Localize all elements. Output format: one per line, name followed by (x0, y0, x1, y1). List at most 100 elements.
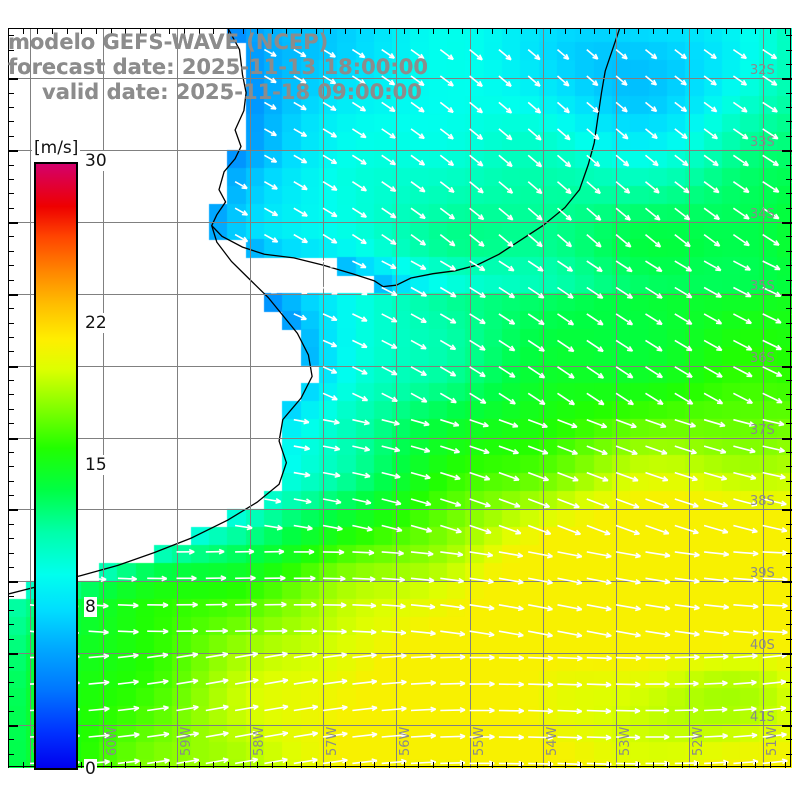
tick-left (8, 322, 14, 324)
wind-arrow (674, 207, 691, 221)
wind-arrow (762, 705, 787, 712)
wind-arrow (616, 760, 641, 767)
wind-arrow (147, 575, 168, 582)
wind-arrow (586, 761, 612, 768)
wind-arrow (264, 627, 288, 634)
wind-arrow (703, 418, 726, 428)
wind-arrow (703, 366, 723, 378)
wind-arrow (733, 576, 759, 583)
tick-bottom (755, 762, 757, 768)
tick-left (8, 566, 14, 568)
tick-left (8, 178, 14, 180)
wind-arrow (674, 286, 693, 299)
tick-right (786, 308, 792, 310)
wind-arrow (703, 101, 718, 113)
tick-right (786, 380, 792, 381)
tick-right (786, 92, 792, 94)
wind-arrow (322, 101, 337, 111)
wind-arrow (586, 128, 600, 140)
tick-top (271, 28, 273, 34)
wind-arrow (732, 75, 748, 86)
wind-arrow (381, 101, 396, 113)
tick-right (786, 451, 792, 453)
tick-left (8, 78, 18, 81)
wind-arrow (556, 207, 572, 221)
tick-bottom (389, 762, 390, 768)
latitude-label: 40S (750, 638, 775, 654)
wind-arrow (410, 313, 427, 324)
latitude-label: 39S (750, 566, 775, 582)
wind-arrow (586, 734, 612, 741)
wind-arrow (293, 731, 319, 738)
gridline-meridian (30, 28, 31, 768)
wind-arrow (527, 260, 544, 272)
wind-arrow (733, 445, 756, 454)
wind-arrow (674, 181, 690, 194)
wind-arrow (586, 681, 612, 688)
tick-right (786, 164, 792, 166)
wind-arrow (557, 392, 575, 406)
wind-arrow (322, 207, 338, 218)
wind-arrow (557, 445, 578, 455)
wind-arrow (439, 233, 456, 247)
tick-left (8, 667, 14, 669)
tick-right (786, 207, 792, 209)
wind-arrow (410, 630, 436, 637)
wind-arrow (264, 181, 278, 190)
tick-bottom (315, 762, 317, 768)
wind-arrow (586, 286, 604, 299)
tick-right (782, 150, 792, 153)
longitude-label: 58W (251, 726, 267, 756)
tick-left (8, 710, 14, 712)
wind-arrow (733, 758, 759, 765)
tick-top (682, 28, 684, 34)
wind-arrow (615, 75, 628, 86)
wind-arrow (88, 706, 110, 712)
wind-arrow (322, 339, 338, 348)
wind-arrow (440, 551, 464, 558)
tick-top (125, 28, 127, 34)
wind-arrow (410, 207, 426, 220)
tick-bottom (242, 762, 244, 768)
tick-top (301, 28, 303, 34)
wind-arrow (703, 498, 729, 508)
tick-left (8, 250, 14, 252)
wind-arrow (762, 75, 778, 86)
tick-right (782, 437, 792, 440)
wind-arrow (117, 679, 139, 686)
wind-arrow (527, 418, 548, 428)
wind-arrow (586, 313, 604, 326)
wind-arrow (117, 732, 140, 738)
tick-bottom (506, 762, 508, 768)
tick-top (403, 28, 405, 34)
wind-arrow (322, 286, 338, 295)
wind-arrow (410, 498, 432, 507)
tick-left (8, 293, 18, 296)
longitude-label: 52W (691, 726, 707, 756)
tick-right (786, 753, 792, 755)
wind-arrow (644, 128, 658, 140)
tick-left (8, 336, 14, 338)
tick-right (786, 667, 792, 669)
wind-arrow (322, 313, 338, 321)
wind-arrow (703, 524, 729, 534)
tick-bottom (638, 762, 640, 768)
wind-arrow (557, 681, 583, 688)
wind-arrow (733, 603, 759, 610)
wind-arrow (322, 731, 348, 738)
wind-arrow (557, 655, 583, 662)
wind-arrow (410, 154, 426, 166)
wind-arrow (762, 758, 788, 765)
wind-arrow (176, 704, 199, 712)
wind-arrow (322, 181, 338, 191)
wind-arrow (117, 575, 137, 582)
wind-arrow (469, 181, 484, 194)
wind-arrow (762, 233, 780, 246)
tick-top (257, 28, 259, 34)
tick-bottom (433, 762, 434, 768)
gridline-meridian (323, 28, 325, 768)
wind-arrow (410, 128, 425, 140)
wind-arrow (410, 339, 427, 350)
wind-arrow (234, 181, 248, 190)
longitude-label: 59W (178, 726, 194, 756)
